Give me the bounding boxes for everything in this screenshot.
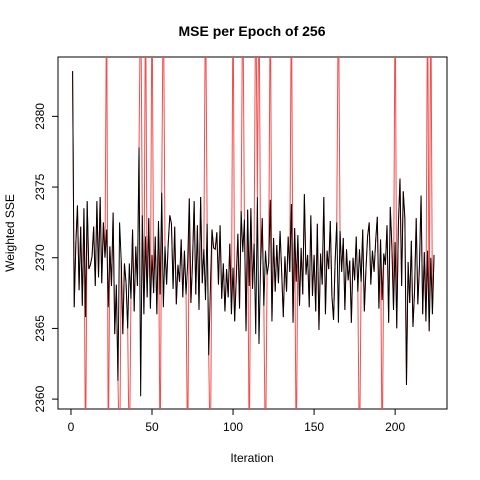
plot-area [72,57,435,409]
plot-frame [57,56,448,410]
x-tick-label: 0 [68,420,75,434]
y-tick-label: 2365 [33,315,47,342]
y-axis-label: Weighted SSE [3,194,17,272]
x-tick-label: 200 [385,420,405,434]
data-line [72,71,435,397]
y-tick-label: 2370 [33,244,47,271]
x-tick-label: 50 [145,420,159,434]
x-tick-label: 150 [304,420,324,434]
x-axis-label: Iteration [230,451,273,465]
y-tick-label: 2375 [33,173,47,200]
chart-title: MSE per Epoch of 256 [178,23,325,39]
y-tick-label: 2360 [33,385,47,412]
data-line [72,57,435,409]
y-tick-label: 2380 [33,103,47,130]
x-tick-label: 100 [223,420,243,434]
